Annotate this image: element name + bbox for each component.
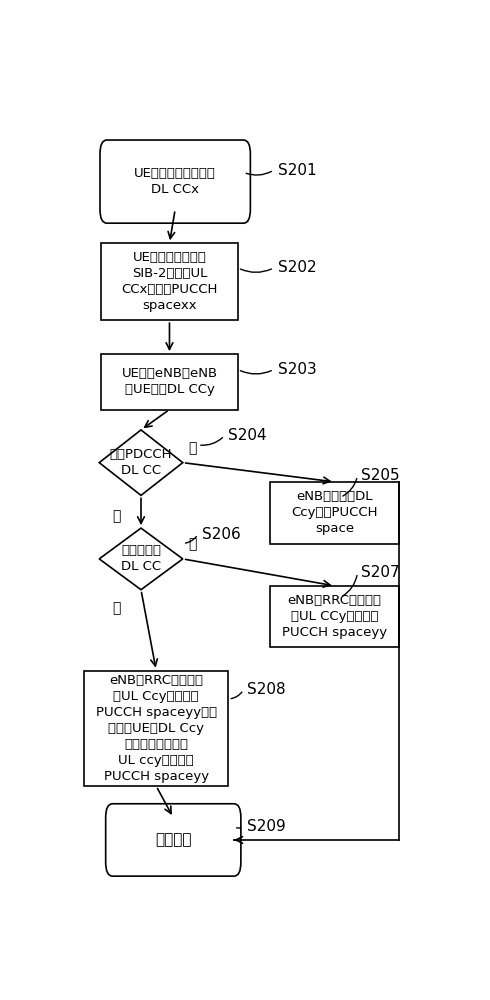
Text: UE驻留小区，载波为
DL CCx: UE驻留小区，载波为 DL CCx: [134, 167, 216, 196]
Bar: [270, 482, 399, 544]
Text: 是否PDCCH
DL CC: 是否PDCCH DL CC: [110, 448, 172, 477]
Text: UE接入eNB，eNB
为UE增配DL CCy: UE接入eNB，eNB 为UE增配DL CCy: [122, 367, 218, 396]
Text: 是: 是: [112, 601, 121, 615]
Text: eNB不需要为DL
Ccy配置PUCCH
space: eNB不需要为DL Ccy配置PUCCH space: [292, 490, 378, 535]
Polygon shape: [99, 430, 183, 495]
Text: 否: 否: [189, 441, 197, 455]
Text: eNB在RRC信令中配
置UL CCy，并配置
PUCCH spaceyy: eNB在RRC信令中配 置UL CCy，并配置 PUCCH spaceyy: [282, 594, 387, 639]
Text: S205: S205: [361, 468, 400, 483]
Text: S203: S203: [278, 362, 317, 377]
Bar: [101, 354, 238, 410]
Text: S204: S204: [228, 428, 267, 443]
Bar: [84, 671, 228, 786]
Text: S208: S208: [247, 682, 286, 697]
Bar: [270, 586, 399, 647]
Text: eNB在RRC信令中配
置UL Ccy，并配置
PUCCH spaceyy，或
者要求UE从DL Ccy
的系统信息中配置
UL ccy，并配置
PUCCH s: eNB在RRC信令中配 置UL Ccy，并配置 PUCCH spaceyy，或 …: [96, 674, 217, 783]
Text: 否: 否: [189, 537, 197, 551]
FancyBboxPatch shape: [106, 804, 241, 876]
Text: S202: S202: [278, 260, 317, 275]
Text: S201: S201: [278, 163, 317, 178]
Text: S207: S207: [361, 565, 400, 580]
FancyBboxPatch shape: [100, 140, 250, 223]
Text: 配置结束: 配置结束: [155, 832, 192, 847]
Polygon shape: [99, 528, 183, 590]
Bar: [101, 243, 238, 320]
Text: UE接收系统信息，
SIB-2指示为UL
CCx，配置PUCCH
spacexx: UE接收系统信息， SIB-2指示为UL CCx，配置PUCCH spacexx: [122, 251, 218, 312]
Text: S206: S206: [202, 527, 241, 542]
Text: 是: 是: [112, 509, 121, 523]
Text: 是否可接入
DL CC: 是否可接入 DL CC: [121, 544, 161, 573]
Text: S209: S209: [247, 819, 286, 834]
